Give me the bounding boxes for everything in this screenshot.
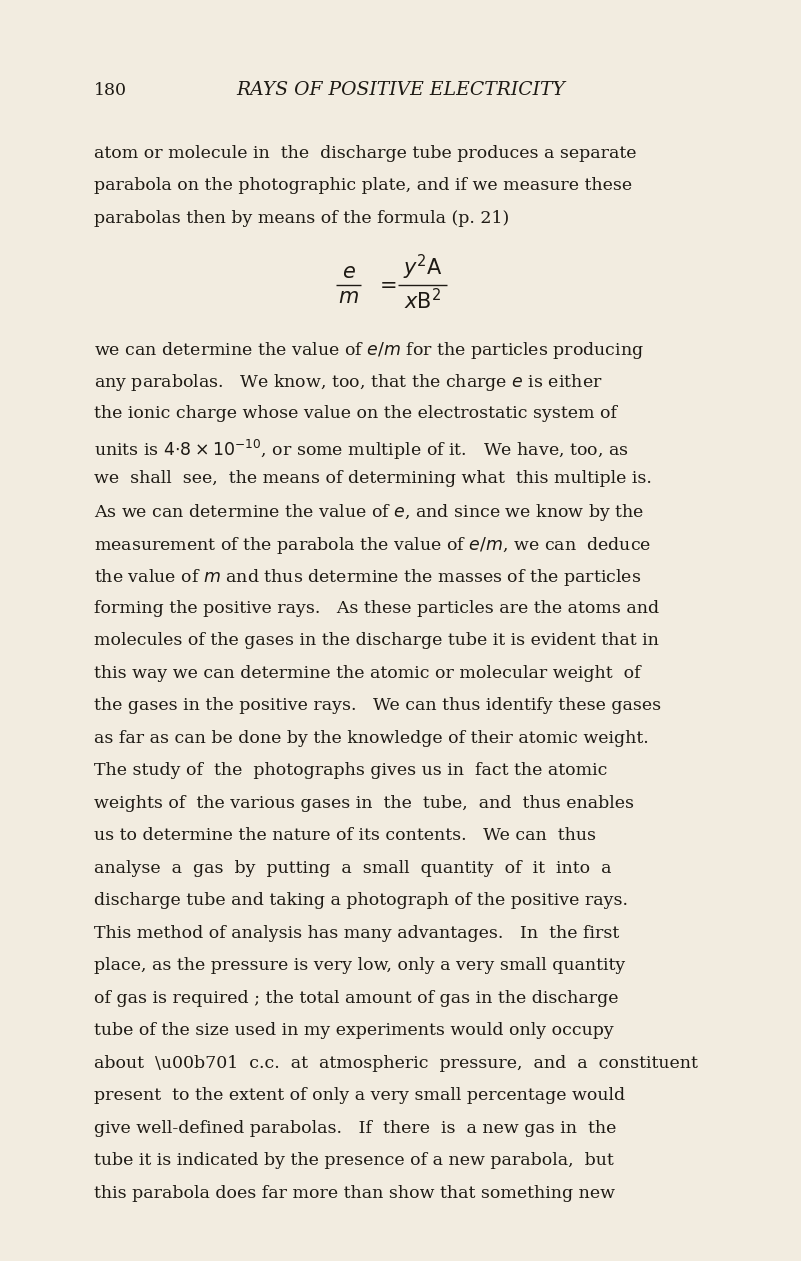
Text: give well-defined parabolas.   If  there  is  a new gas in  the: give well-defined parabolas. If there is…: [94, 1120, 617, 1137]
Text: atom or molecule in  the  discharge tube produces a separate: atom or molecule in the discharge tube p…: [94, 145, 637, 161]
Text: $=$: $=$: [375, 275, 396, 294]
Text: tube of the size used in my experiments would only occupy: tube of the size used in my experiments …: [94, 1023, 614, 1039]
Text: molecules of the gases in the discharge tube it is evident that in: molecules of the gases in the discharge …: [94, 633, 659, 649]
Text: $e$: $e$: [341, 264, 356, 282]
Text: the gases in the positive rays.   We can thus identify these gases: the gases in the positive rays. We can t…: [94, 697, 661, 715]
Text: parabola on the photographic plate, and if we measure these: parabola on the photographic plate, and …: [94, 178, 632, 194]
Text: analyse  a  gas  by  putting  a  small  quantity  of  it  into  a: analyse a gas by putting a small quantit…: [94, 860, 611, 876]
Text: forming the positive rays.   As these particles are the atoms and: forming the positive rays. As these part…: [94, 600, 659, 617]
Text: we  shall  see,  the means of determining what  this multiple is.: we shall see, the means of determining w…: [94, 470, 652, 487]
Text: RAYS OF POSITIVE ELECTRICITY: RAYS OF POSITIVE ELECTRICITY: [236, 81, 565, 100]
Text: of gas is required ; the total amount of gas in the discharge: of gas is required ; the total amount of…: [94, 990, 618, 1008]
Text: us to determine the nature of its contents.   We can  thus: us to determine the nature of its conten…: [94, 827, 596, 845]
Text: the ionic charge whose value on the electrostatic system of: the ionic charge whose value on the elec…: [94, 405, 617, 422]
Text: $x\mathrm{B}^2$: $x\mathrm{B}^2$: [404, 289, 441, 314]
Text: 180: 180: [94, 82, 127, 100]
Text: as far as can be done by the knowledge of their atomic weight.: as far as can be done by the knowledge o…: [94, 730, 649, 747]
Text: about  \u00b701  c.c.  at  atmospheric  pressure,  and  a  constituent: about \u00b701 c.c. at atmospheric press…: [94, 1055, 698, 1072]
Text: As we can determine the value of $e$, and since we know by the: As we can determine the value of $e$, an…: [94, 502, 644, 523]
Text: this way we can determine the atomic or molecular weight  of: this way we can determine the atomic or …: [94, 665, 641, 682]
Text: parabolas then by means of the formula (p. 21): parabolas then by means of the formula (…: [94, 211, 509, 227]
Text: present  to the extent of only a very small percentage would: present to the extent of only a very sma…: [94, 1087, 625, 1105]
Text: This method of analysis has many advantages.   In  the first: This method of analysis has many advanta…: [94, 926, 619, 942]
Text: The study of  the  photographs gives us in  fact the atomic: The study of the photographs gives us in…: [94, 763, 607, 779]
Text: measurement of the parabola the value of $e/m$, we can  deduce: measurement of the parabola the value of…: [94, 535, 651, 556]
Text: units is $4{\cdot}8 \times 10^{-10}$, or some multiple of it.   We have, too, as: units is $4{\cdot}8 \times 10^{-10}$, or…: [94, 438, 629, 462]
Text: discharge tube and taking a photograph of the positive rays.: discharge tube and taking a photograph o…: [94, 893, 628, 909]
Text: $y^2\mathrm{A}$: $y^2\mathrm{A}$: [403, 253, 442, 282]
Text: $m$: $m$: [338, 289, 359, 308]
Text: weights of  the various gases in  the  tube,  and  thus enables: weights of the various gases in the tube…: [94, 794, 634, 812]
Text: this parabola does far more than show that something new: this parabola does far more than show th…: [94, 1185, 615, 1202]
Text: place, as the pressure is very low, only a very small quantity: place, as the pressure is very low, only…: [94, 957, 626, 975]
Text: the value of $m$ and thus determine the masses of the particles: the value of $m$ and thus determine the …: [94, 567, 642, 589]
Text: any parabolas.   We know, too, that the charge $e$ is either: any parabolas. We know, too, that the ch…: [94, 372, 602, 393]
Text: tube it is indicated by the presence of a new parabola,  but: tube it is indicated by the presence of …: [94, 1153, 614, 1169]
Text: we can determine the value of $e/m$ for the particles producing: we can determine the value of $e/m$ for …: [94, 340, 644, 361]
